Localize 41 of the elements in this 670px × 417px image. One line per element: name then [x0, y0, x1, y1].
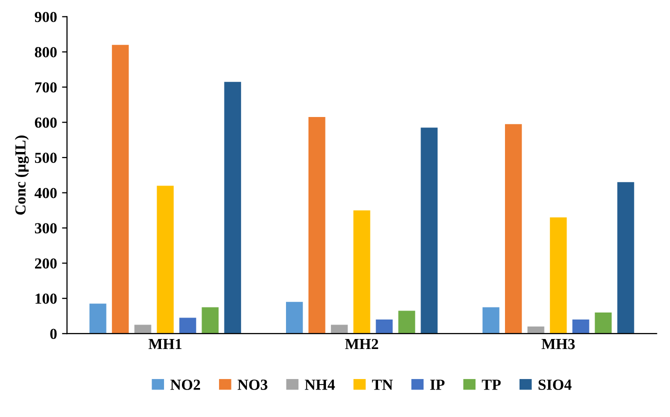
bar — [112, 44, 129, 334]
bar — [617, 182, 634, 334]
y-tick-label: 900 — [34, 12, 57, 22]
x-tick-label: MH1 — [148, 338, 182, 350]
legend-label: NH4 — [304, 380, 335, 390]
bar — [482, 307, 500, 334]
bar — [156, 186, 174, 334]
bar — [504, 124, 522, 334]
legend-label: SIO4 — [538, 380, 572, 390]
bar — [527, 326, 544, 334]
bar — [572, 320, 590, 334]
bar — [179, 318, 196, 334]
y-tick-label: 300 — [34, 223, 57, 234]
y-tick-label: 700 — [35, 82, 57, 93]
y-tick-label: 500 — [34, 152, 57, 163]
y-tick-label: 400 — [34, 188, 57, 198]
bar — [353, 210, 370, 334]
bar — [224, 82, 242, 334]
y-tick-label: 200 — [35, 258, 57, 269]
bar — [376, 320, 393, 334]
bar — [420, 128, 438, 334]
bar — [550, 217, 567, 334]
bar — [594, 312, 612, 334]
x-tick-label: MH2 — [345, 338, 378, 350]
y-tick-label: 800 — [34, 47, 57, 58]
bar — [89, 304, 106, 334]
y-axis-title: Conc (µgIL) — [14, 136, 29, 215]
bar — [308, 117, 326, 334]
x-tick-label: MH3 — [542, 338, 575, 350]
y-tick-label: 100 — [36, 294, 57, 304]
legend-label: NO3 — [238, 380, 268, 390]
legend-label: TP — [482, 380, 501, 390]
y-tick-label: 600 — [34, 117, 57, 128]
bar — [202, 307, 219, 334]
legend-label: NO2 — [170, 380, 200, 390]
bar — [330, 324, 348, 334]
bar — [398, 310, 416, 334]
bar — [286, 302, 303, 334]
legend-label: IP — [430, 380, 445, 390]
y-tick-label: 0 — [50, 328, 57, 340]
legend-label: TN — [372, 380, 393, 390]
